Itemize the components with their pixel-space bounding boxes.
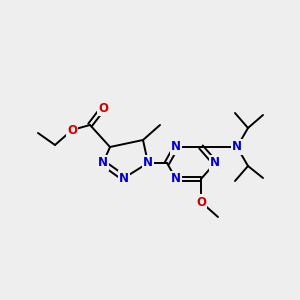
Text: O: O	[98, 101, 108, 115]
Text: N: N	[119, 172, 129, 184]
Text: N: N	[210, 157, 220, 169]
Text: O: O	[196, 196, 206, 208]
Text: N: N	[143, 157, 153, 169]
Text: N: N	[171, 140, 181, 154]
Text: N: N	[232, 140, 242, 154]
Text: N: N	[171, 172, 181, 185]
Text: O: O	[67, 124, 77, 136]
Text: N: N	[98, 157, 108, 169]
